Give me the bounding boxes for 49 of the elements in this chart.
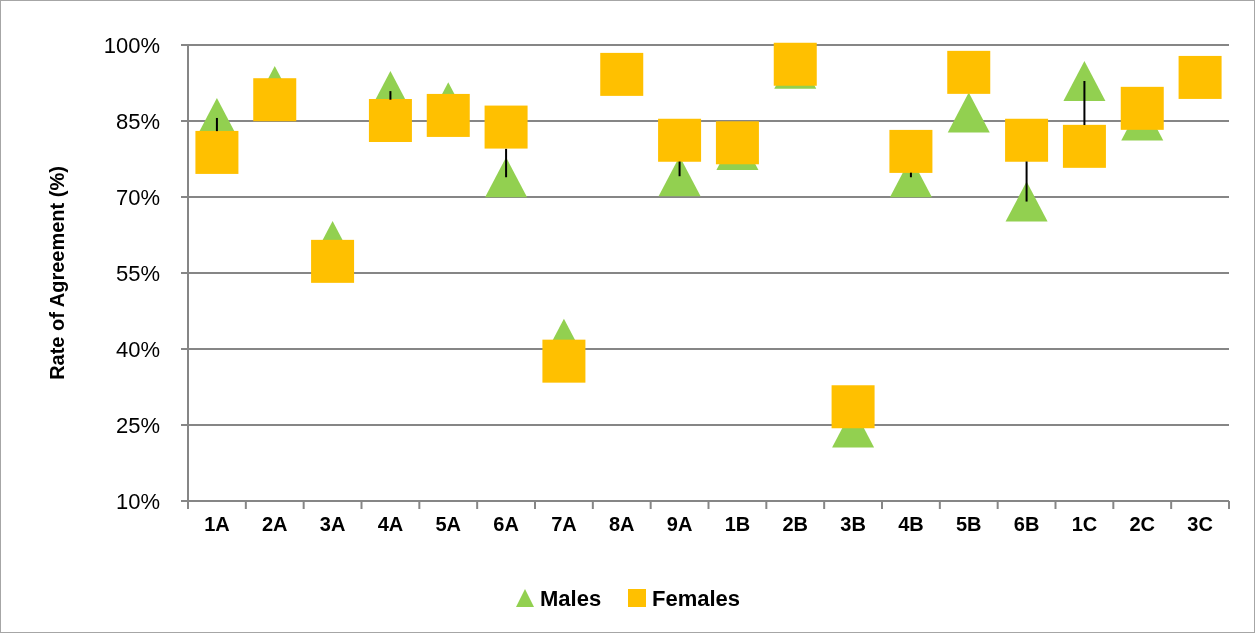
y-tick-label: 85% [115,108,160,134]
x-tick-label: 1B [724,513,751,535]
point [715,121,759,165]
point [1063,60,1106,101]
y-tick-label: 100% [103,32,160,58]
point [1005,118,1049,162]
x-tick-label: 5A [435,513,462,535]
x-tick-label: 9A [666,513,693,535]
point [368,98,412,142]
point [600,52,644,96]
point [1120,86,1164,130]
x-tick-label: 4B [898,513,924,535]
point [195,130,239,174]
x-tick-label: 2C [1129,513,1156,535]
point [831,385,875,429]
point [773,42,817,86]
x-tick-label: 2B [782,513,809,535]
x-tick-label: 2A [261,513,288,535]
point [658,118,702,162]
x-tick-label: 3B [840,513,866,535]
point [485,157,528,198]
legend-label: Females [652,585,741,611]
point [311,239,355,283]
point [542,339,586,383]
y-tick-label: 70% [115,184,160,210]
x-tick-label: 7A [551,513,577,535]
point [253,78,297,122]
x-tick-label: 5B [955,513,982,535]
point [889,129,933,173]
point [1062,124,1106,168]
x-tick-label: 1C [1071,513,1098,535]
point [1178,55,1222,99]
y-tick-label: 25% [115,412,160,438]
x-tick-label: 8A [608,513,635,535]
x-tick-label: 1A [204,513,230,535]
y-axis-title: Rate of Agreement (%) [46,166,68,380]
x-tick-label: 3C [1187,513,1213,535]
x-tick-label: 6A [493,513,519,535]
point [947,50,991,94]
x-tick-label: 3A [319,513,346,535]
point [947,92,990,133]
x-tick-label: 6B [1013,513,1040,535]
legend-label: Males [540,585,602,611]
point [484,105,528,149]
y-tick-label: 10% [115,488,160,514]
point [1005,181,1048,222]
y-tick-label: 55% [115,260,160,286]
x-tick-label: 4A [377,513,404,535]
y-tick-label: 40% [115,336,160,362]
